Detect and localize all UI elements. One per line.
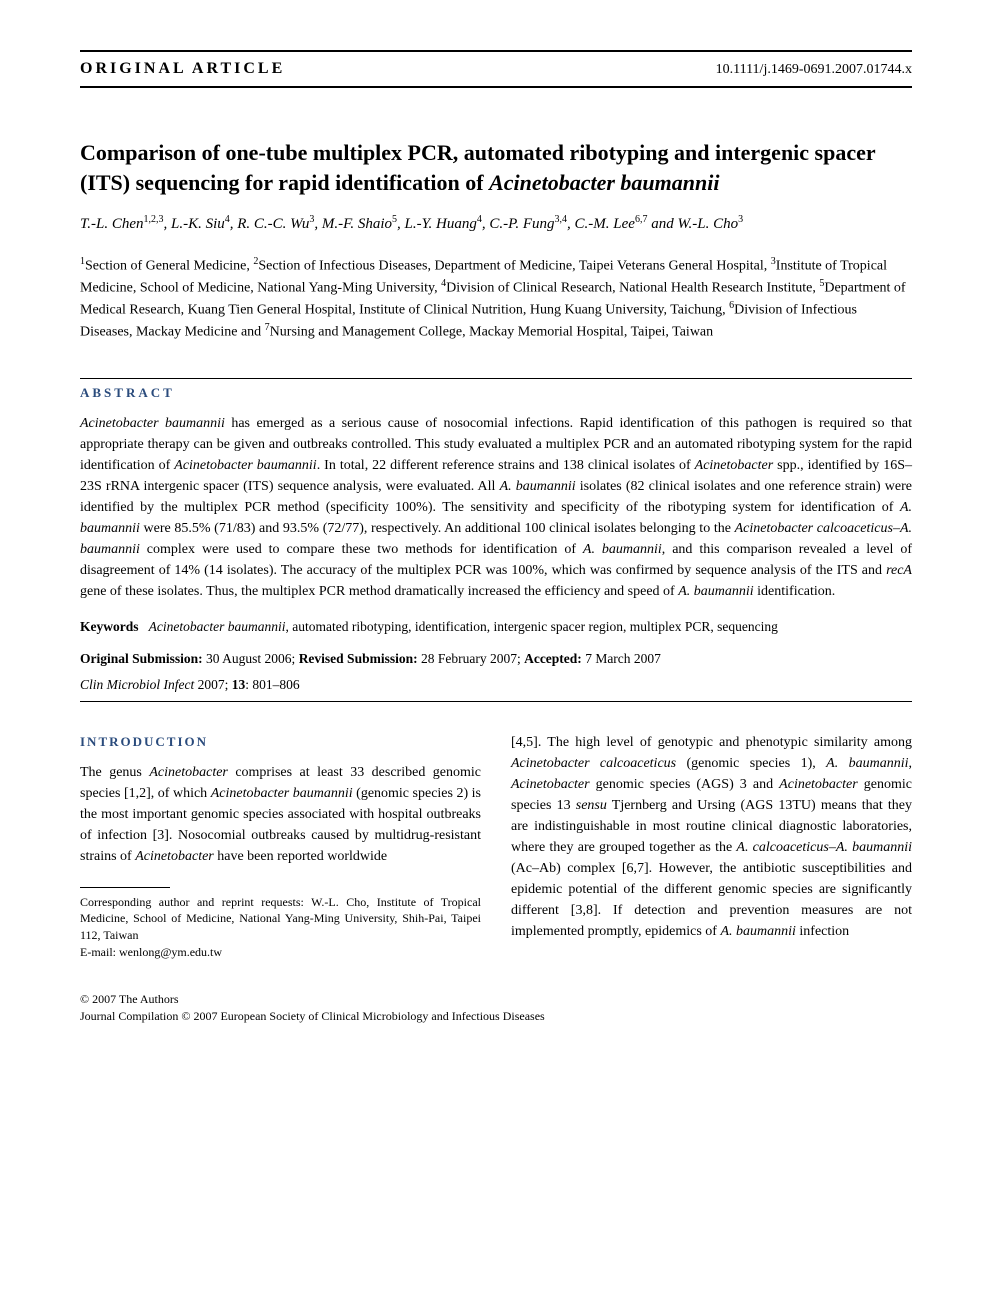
affil-text: Division of Clinical Research, National … <box>446 281 819 296</box>
species-italic: A. baumannii <box>826 756 908 771</box>
corresponding-address: Corresponding author and reprint request… <box>80 894 481 944</box>
left-column: INTRODUCTION The genus Acinetobacter com… <box>80 732 481 961</box>
abstract-text-run: gene of these isolates. Thus, the multip… <box>80 584 678 599</box>
authors-list: T.-L. Chen1,2,3, L.-K. Siu4, R. C.-C. Wu… <box>80 213 912 235</box>
citation-year: 2007; <box>194 677 232 692</box>
keywords-text: , automated ribotyping, identification, … <box>285 619 777 634</box>
species-italic: Acinetobacter baumannii <box>80 416 225 431</box>
keywords-label: Keywords <box>80 619 139 634</box>
species-italic: Acinetobacter <box>695 458 774 473</box>
footnote-rule <box>80 887 170 888</box>
body-text-run: [4,5]. The high level of genotypic and p… <box>511 735 912 750</box>
article-title: Comparison of one-tube multiplex PCR, au… <box>80 138 912 197</box>
author-name: T.-L. Chen <box>80 216 143 232</box>
introduction-heading: INTRODUCTION <box>80 732 481 752</box>
citation-volume: 13 <box>232 677 246 692</box>
latin-italic: sensu <box>576 798 607 813</box>
species-italic: Acinetobacter <box>135 849 214 864</box>
author-name: , C.-P. Fung <box>482 216 555 232</box>
title-main: Comparison of one-tube multiplex PCR, au… <box>80 140 875 195</box>
abstract-text-run: identification. <box>754 584 836 599</box>
date-value: 28 February 2007; <box>418 651 524 666</box>
affiliations-block: 1Section of General Medicine, 2Section o… <box>80 255 912 343</box>
species-italic: A. baumannii <box>678 584 753 599</box>
species-italic: Acinetobacter <box>779 777 858 792</box>
body-text-run: genomic species (AGS) 3 and <box>590 777 780 792</box>
author-affil-sup: 3,4 <box>555 214 568 225</box>
abstract-heading: ABSTRACT <box>80 385 912 401</box>
species-italic: Acinetobacter <box>149 765 228 780</box>
species-italic: A. baumannii <box>720 924 795 939</box>
journal-compilation-line: Journal Compilation © 2007 European Soci… <box>80 1008 912 1025</box>
date-value: 7 March 2007 <box>582 651 661 666</box>
copyright-line: © 2007 The Authors <box>80 991 912 1008</box>
abstract-text-run: were 85.5% (71/83) and 93.5% (72/77), re… <box>140 521 735 536</box>
species-italic: Acinetobacter baumannii <box>174 458 316 473</box>
body-columns: INTRODUCTION The genus Acinetobacter com… <box>80 732 912 961</box>
date-label: Accepted: <box>524 651 582 666</box>
author-name: , C.-M. Lee <box>567 216 635 232</box>
submission-dates: Original Submission: 30 August 2006; Rev… <box>80 651 912 667</box>
title-species: Acinetobacter baumannii <box>489 170 719 195</box>
abstract-paragraph: Acinetobacter baumannii has emerged as a… <box>80 413 912 602</box>
author-name: , L.-K. Siu <box>163 216 224 232</box>
species-italic: A. baumannii <box>583 542 662 557</box>
keyword-italic: Acinetobacter baumannii <box>149 619 286 634</box>
body-text-run: infection <box>796 924 849 939</box>
species-italic: A. baumannii <box>500 479 576 494</box>
author-name: , L.-Y. Huang <box>397 216 477 232</box>
journal-name: Clin Microbiol Infect <box>80 677 194 692</box>
body-text-run: (genomic species 1), <box>676 756 826 771</box>
abstract-text-run: . In total, 22 different reference strai… <box>317 458 695 473</box>
keywords-line: Keywords Acinetobacter baumannii, automa… <box>80 618 912 637</box>
corresponding-author-block: Corresponding author and reprint request… <box>80 887 481 961</box>
author-affil-sup: 1,2,3 <box>143 214 163 225</box>
author-name: and W.-L. Cho <box>647 216 738 232</box>
body-text-run: (Ac–Ab) complex [6,7]. However, the anti… <box>511 861 912 939</box>
author-affil-sup: 6,7 <box>635 214 648 225</box>
page-footer: © 2007 The Authors Journal Compilation ©… <box>80 991 912 1025</box>
citation-line: Clin Microbiol Infect 2007; 13: 801–806 <box>80 677 912 693</box>
date-value: 30 August 2006; <box>203 651 299 666</box>
body-text-run: , <box>909 756 913 771</box>
article-type-label: ORIGINAL ARTICLE <box>80 60 285 78</box>
affil-text: Nursing and Management College, Mackay M… <box>270 325 713 340</box>
section-divider <box>80 378 912 379</box>
doi-text: 10.1111/j.1469-0691.2007.01744.x <box>716 62 912 78</box>
citation-pages: : 801–806 <box>245 677 299 692</box>
section-divider <box>80 701 912 702</box>
species-italic: Acinetobacter calcoaceticus <box>511 756 676 771</box>
gene-italic: recA <box>886 563 912 578</box>
affil-text: Section of General Medicine, <box>85 259 253 274</box>
right-column: [4,5]. The high level of genotypic and p… <box>511 732 912 961</box>
intro-paragraph: The genus Acinetobacter comprises at lea… <box>80 762 481 867</box>
affil-text: Section of Infectious Diseases, Departme… <box>258 259 770 274</box>
date-label: Original Submission: <box>80 651 203 666</box>
body-text-run: have been reported worldwide <box>214 849 387 864</box>
author-name: , M.-F. Shaio <box>314 216 392 232</box>
species-italic: A. calcoaceticus–A. baumannii <box>736 840 912 855</box>
species-italic: Acinetobacter <box>511 777 590 792</box>
date-label: Revised Submission: <box>299 651 418 666</box>
body-text-run: The genus <box>80 765 149 780</box>
author-affil-sup: 3 <box>738 214 743 225</box>
author-name: , R. C.-C. Wu <box>230 216 310 232</box>
header-bar: ORIGINAL ARTICLE 10.1111/j.1469-0691.200… <box>80 50 912 88</box>
species-italic: Acinetobacter baumannii <box>211 786 353 801</box>
abstract-text-run: complex were used to compare these two m… <box>140 542 583 557</box>
corresponding-email: E-mail: wenlong@ym.edu.tw <box>80 944 481 961</box>
intro-paragraph-cont: [4,5]. The high level of genotypic and p… <box>511 732 912 942</box>
